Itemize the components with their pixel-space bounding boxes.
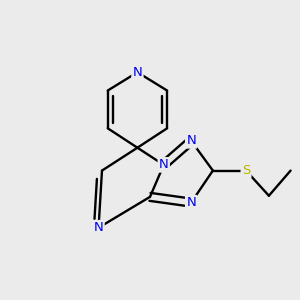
Text: N: N: [186, 134, 196, 147]
Text: S: S: [242, 164, 250, 177]
Text: N: N: [94, 221, 103, 234]
Text: N: N: [186, 196, 196, 209]
Text: N: N: [133, 66, 142, 79]
Text: N: N: [159, 158, 169, 171]
